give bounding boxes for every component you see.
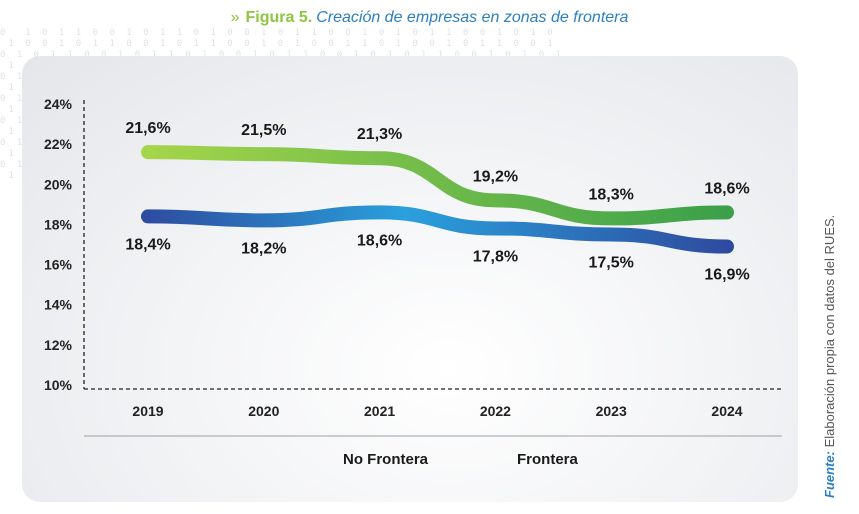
y-tick-label: 10% (44, 377, 73, 393)
figure-caption: Creación de empresas en zonas de fronter… (316, 9, 629, 26)
data-label: 17,8% (473, 248, 518, 265)
data-label: 21,3% (357, 126, 402, 143)
data-label: 18,2% (241, 240, 286, 257)
data-label: 18,3% (589, 186, 634, 203)
chart-axes: 24% 22% 20% 18% 16% 14% 12% 10% 2019 2020 2021 2022… (44, 96, 782, 437)
data-label: 18,4% (125, 236, 170, 253)
data-label: 18,6% (357, 232, 402, 249)
data-label: 17,5% (589, 254, 634, 271)
x-tick-label: 2019 (132, 403, 163, 419)
series-line-frontera (141, 145, 734, 226)
x-tick-label: 2023 (596, 403, 627, 419)
source-label: Fuente: (822, 451, 837, 498)
y-tick-label: 12% (44, 337, 73, 353)
chart-panel (22, 56, 798, 502)
series-line-no-frontera (141, 205, 734, 254)
y-tick-label: 14% (44, 297, 73, 313)
figure-number: Figura 5. (245, 9, 313, 26)
legend-label-no-frontera: No Frontera (343, 451, 429, 468)
data-label: 18,6% (704, 180, 749, 197)
x-tick-label: 2022 (480, 403, 511, 419)
x-tick-label: 2021 (364, 403, 395, 419)
legend-label-frontera: Frontera (517, 451, 579, 468)
chart-lines (141, 145, 734, 254)
data-label: 21,6% (125, 120, 170, 137)
source-text: Elaboración propia con datos del RUES. (822, 214, 837, 448)
y-tick-label: 22% (44, 136, 73, 152)
chart-data-labels: 18,4% 18,2% 18,6% 17,8% 17,5% 16,9% 21,6% 21,5%… (125, 120, 749, 283)
data-label: 19,2% (473, 168, 518, 185)
y-tick-label: 18% (44, 216, 73, 232)
figure-title: » Figura 5. Creación de empresas en zonas … (0, 9, 859, 27)
title-arrows: » (230, 9, 240, 26)
x-tick-label: 2020 (248, 403, 279, 419)
y-tick-label: 16% (44, 257, 73, 273)
data-label: 16,9% (704, 267, 749, 284)
chart-legend: No Frontera Frontera (270, 451, 579, 468)
data-label: 21,5% (241, 122, 286, 139)
x-tick-label: 2024 (711, 403, 742, 419)
source-note: Fuente: Elaboración propia con datos del… (822, 215, 837, 498)
y-tick-label: 20% (44, 176, 73, 192)
y-tick-label: 24% (44, 96, 73, 112)
